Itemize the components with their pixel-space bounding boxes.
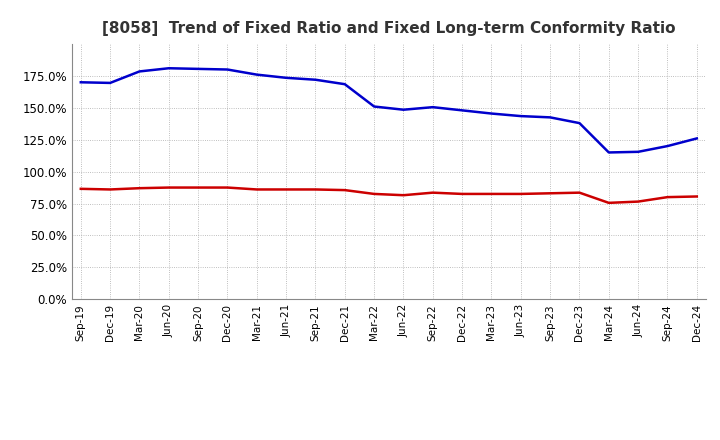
Fixed Long-term Conformity Ratio	[546, 191, 554, 196]
Fixed Ratio	[253, 72, 261, 77]
Fixed Long-term Conformity Ratio	[223, 185, 232, 190]
Fixed Long-term Conformity Ratio	[164, 185, 173, 190]
Fixed Long-term Conformity Ratio	[106, 187, 114, 192]
Fixed Long-term Conformity Ratio	[516, 191, 525, 197]
Fixed Ratio	[164, 66, 173, 71]
Fixed Long-term Conformity Ratio	[663, 194, 672, 200]
Fixed Long-term Conformity Ratio	[194, 185, 202, 190]
Fixed Long-term Conformity Ratio	[693, 194, 701, 199]
Fixed Ratio	[135, 69, 144, 74]
Fixed Long-term Conformity Ratio	[76, 186, 85, 191]
Fixed Long-term Conformity Ratio	[311, 187, 320, 192]
Fixed Ratio	[370, 104, 379, 109]
Fixed Ratio	[106, 80, 114, 85]
Fixed Long-term Conformity Ratio	[458, 191, 467, 197]
Fixed Long-term Conformity Ratio	[634, 199, 642, 204]
Fixed Long-term Conformity Ratio	[370, 191, 379, 197]
Fixed Long-term Conformity Ratio	[253, 187, 261, 192]
Fixed Ratio	[76, 80, 85, 85]
Fixed Ratio	[546, 115, 554, 120]
Fixed Ratio	[516, 114, 525, 119]
Fixed Ratio	[634, 149, 642, 154]
Fixed Long-term Conformity Ratio	[341, 187, 349, 193]
Fixed Long-term Conformity Ratio	[605, 200, 613, 205]
Fixed Ratio	[399, 107, 408, 112]
Fixed Long-term Conformity Ratio	[428, 190, 437, 195]
Fixed Ratio	[341, 81, 349, 87]
Fixed Ratio	[428, 105, 437, 110]
Line: Fixed Ratio: Fixed Ratio	[81, 68, 697, 152]
Fixed Ratio	[194, 66, 202, 72]
Fixed Long-term Conformity Ratio	[575, 190, 584, 195]
Fixed Long-term Conformity Ratio	[487, 191, 496, 197]
Fixed Long-term Conformity Ratio	[135, 186, 144, 191]
Fixed Ratio	[663, 143, 672, 149]
Fixed Ratio	[223, 67, 232, 72]
Fixed Ratio	[282, 75, 290, 81]
Fixed Ratio	[311, 77, 320, 82]
Fixed Ratio	[693, 136, 701, 141]
Legend: Fixed Ratio, Fixed Long-term Conformity Ratio: Fixed Ratio, Fixed Long-term Conformity …	[200, 438, 577, 440]
Title: [8058]  Trend of Fixed Ratio and Fixed Long-term Conformity Ratio: [8058] Trend of Fixed Ratio and Fixed Lo…	[102, 21, 675, 36]
Fixed Ratio	[605, 150, 613, 155]
Fixed Ratio	[575, 121, 584, 126]
Fixed Ratio	[458, 108, 467, 113]
Line: Fixed Long-term Conformity Ratio: Fixed Long-term Conformity Ratio	[81, 187, 697, 203]
Fixed Long-term Conformity Ratio	[399, 193, 408, 198]
Fixed Ratio	[487, 111, 496, 116]
Fixed Long-term Conformity Ratio	[282, 187, 290, 192]
